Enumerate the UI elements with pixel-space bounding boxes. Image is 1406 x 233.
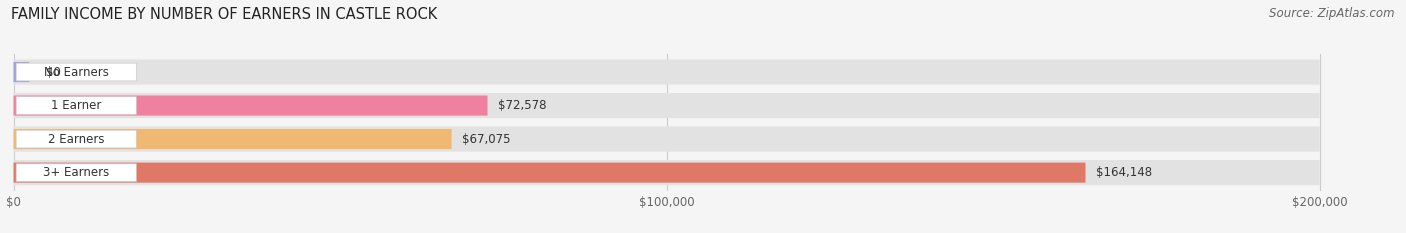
Text: $67,075: $67,075 (463, 133, 510, 146)
Text: FAMILY INCOME BY NUMBER OF EARNERS IN CASTLE ROCK: FAMILY INCOME BY NUMBER OF EARNERS IN CA… (11, 7, 437, 22)
Text: No Earners: No Earners (44, 65, 108, 79)
FancyBboxPatch shape (14, 127, 1320, 152)
Text: 3+ Earners: 3+ Earners (44, 166, 110, 179)
Text: 2 Earners: 2 Earners (48, 133, 104, 146)
Text: $164,148: $164,148 (1095, 166, 1152, 179)
Text: 1 Earner: 1 Earner (51, 99, 101, 112)
FancyBboxPatch shape (14, 93, 1320, 118)
FancyBboxPatch shape (14, 129, 451, 149)
FancyBboxPatch shape (14, 163, 1085, 183)
Text: Source: ZipAtlas.com: Source: ZipAtlas.com (1270, 7, 1395, 20)
FancyBboxPatch shape (14, 96, 488, 116)
FancyBboxPatch shape (14, 160, 1320, 185)
Text: $72,578: $72,578 (498, 99, 547, 112)
FancyBboxPatch shape (14, 62, 30, 82)
Text: $0: $0 (46, 65, 60, 79)
FancyBboxPatch shape (17, 63, 136, 81)
FancyBboxPatch shape (17, 130, 136, 148)
FancyBboxPatch shape (14, 59, 1320, 85)
FancyBboxPatch shape (17, 97, 136, 114)
FancyBboxPatch shape (17, 164, 136, 182)
